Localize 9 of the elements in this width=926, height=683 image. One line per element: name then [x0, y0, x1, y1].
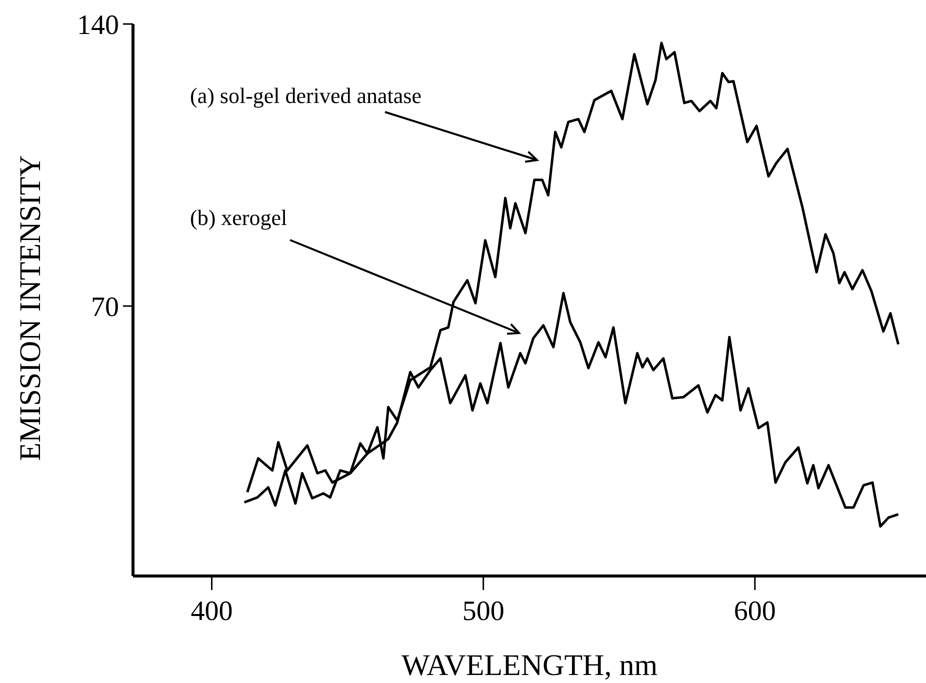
y-axis-title: EMISSION INTENSITY [14, 155, 47, 461]
annotation: (b) xerogel [190, 205, 288, 230]
y-tick-label: 140 [77, 10, 119, 41]
annotation: (a) sol-gel derived anatase [190, 83, 422, 108]
x-tick-label: 500 [462, 596, 504, 627]
x-axis-title: WAVELENGTH, nm [401, 649, 658, 682]
x-tick-label: 400 [190, 596, 233, 627]
y-tick-label: 70 [91, 292, 119, 323]
x-tick-label: 600 [734, 596, 776, 627]
